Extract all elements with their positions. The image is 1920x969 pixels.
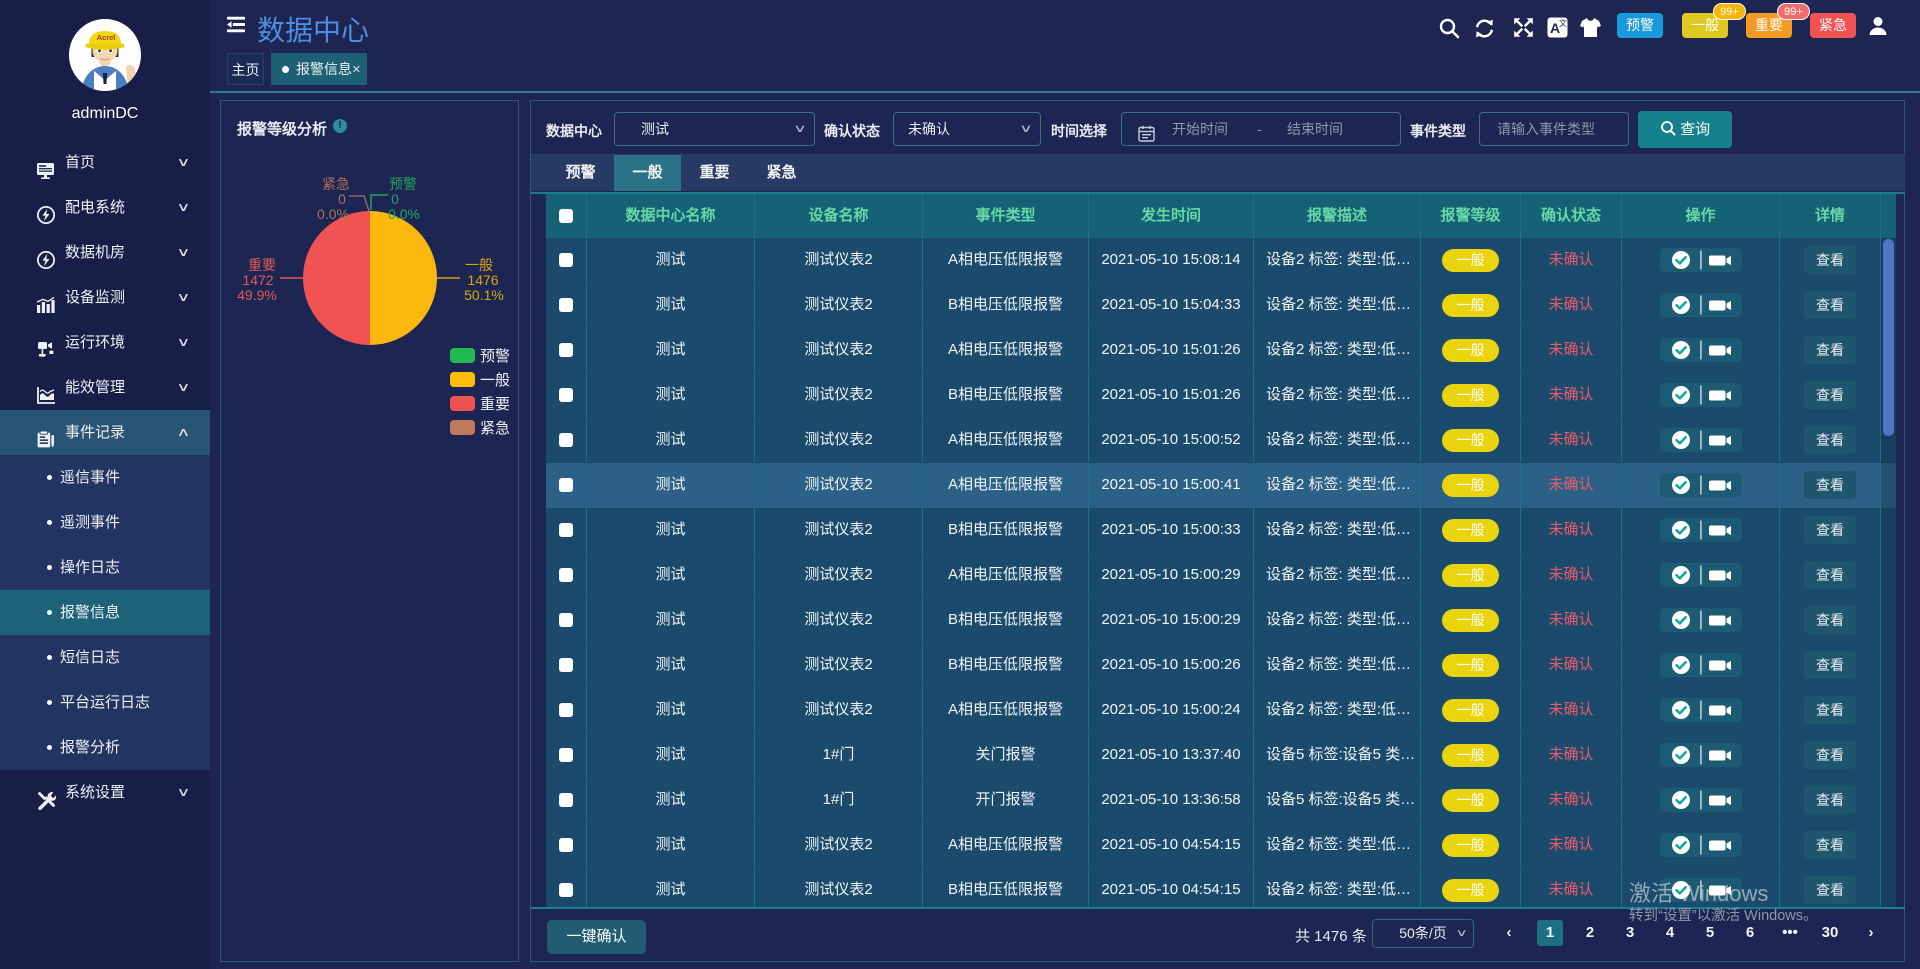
svg-text:0.0%: 0.0% <box>388 206 420 222</box>
svg-text:重要: 重要 <box>248 257 276 273</box>
svg-text:49.9%: 49.9% <box>237 287 277 303</box>
svg-text:一般: 一般 <box>465 257 493 273</box>
svg-text:1476: 1476 <box>467 272 498 288</box>
svg-text:紧急: 紧急 <box>322 176 350 192</box>
svg-text:文: 文 <box>1559 18 1567 28</box>
svg-text:一般: 一般 <box>480 372 510 389</box>
svg-text:0.0%: 0.0% <box>317 206 349 222</box>
svg-text:A: A <box>1550 20 1560 36</box>
svg-text:重要: 重要 <box>480 396 510 413</box>
svg-text:Acrel: Acrel <box>97 33 116 42</box>
svg-text:1472: 1472 <box>242 272 273 288</box>
svg-text:紧急: 紧急 <box>480 420 510 437</box>
svg-text:0: 0 <box>391 191 399 207</box>
svg-text:50.1%: 50.1% <box>464 287 504 303</box>
svg-text:预警: 预警 <box>480 348 510 365</box>
svg-text:预警: 预警 <box>389 176 417 192</box>
svg-text:0: 0 <box>338 191 346 207</box>
